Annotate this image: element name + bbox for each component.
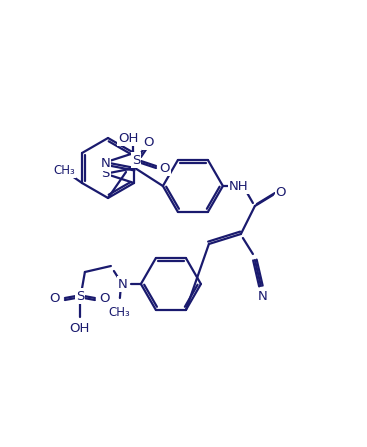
Text: NH: NH <box>229 180 249 193</box>
Text: O: O <box>143 135 153 148</box>
Text: S: S <box>132 153 140 166</box>
Text: CH₃: CH₃ <box>108 305 130 319</box>
Text: S: S <box>76 290 84 303</box>
Text: O: O <box>100 292 110 305</box>
Text: N: N <box>101 157 110 170</box>
Text: O: O <box>276 186 286 198</box>
Text: O: O <box>50 292 60 305</box>
Text: O: O <box>160 161 170 174</box>
Text: OH: OH <box>118 131 138 144</box>
Text: CH₃: CH₃ <box>53 164 75 177</box>
Text: N: N <box>258 290 268 303</box>
Text: OH: OH <box>70 321 90 334</box>
Text: S: S <box>101 167 110 180</box>
Text: N: N <box>118 278 128 291</box>
